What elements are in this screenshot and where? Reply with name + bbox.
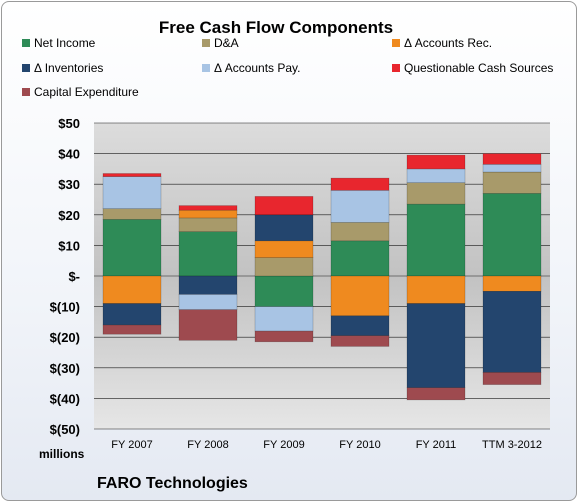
- bar-net-income-fy-2009: [254, 275, 314, 307]
- bar-accounts-rec-fy-2008: [178, 209, 238, 219]
- y-tick-label: $(30): [50, 361, 80, 376]
- legend-label: Capital Expenditure: [34, 85, 139, 99]
- legend-item-accounts-rec: Δ Accounts Rec.: [392, 36, 492, 50]
- y-tick-label: $(20): [50, 330, 80, 345]
- bar-inventories-fy-2009: [254, 214, 314, 242]
- legend-item-accounts-pay: Δ Accounts Pay.: [202, 61, 301, 75]
- legend-swatch: [22, 39, 30, 47]
- legend-item-questionable-cash-sources: Questionable Cash Sources: [392, 61, 553, 75]
- y-tick-label: $50: [58, 116, 80, 131]
- bar-d-a-fy-2010: [330, 222, 390, 242]
- y-tick-label: $10: [58, 238, 80, 253]
- chart-legend: Net Income D&A Δ Accounts Rec. Δ Inventorie…: [22, 36, 553, 99]
- bar-inventories-fy-2007: [102, 303, 162, 326]
- x-tick-label: FY 2008: [187, 439, 228, 451]
- bar-accounts-pay-fy-2010: [330, 190, 390, 223]
- bar-net-income-fy-2011: [406, 203, 466, 277]
- bar-inventories-fy-2011: [406, 303, 466, 388]
- bar-inventories-fy-2008: [178, 275, 238, 295]
- legend-label: Questionable Cash Sources: [404, 61, 553, 75]
- x-tick-label: FY 2011: [416, 439, 457, 451]
- legend-label: Δ Inventories: [34, 61, 103, 75]
- legend-item-capital-expenditure: Capital Expenditure: [22, 85, 139, 99]
- bar-d-a-fy-2009: [254, 257, 314, 277]
- y-tick-label: $-: [68, 269, 80, 284]
- y-tick-label: $40: [58, 147, 80, 162]
- bar-net-income-ttm-3-2012: [482, 193, 542, 277]
- legend-label: Δ Accounts Rec.: [404, 36, 492, 50]
- y-tick-label: $(40): [50, 391, 80, 406]
- chart-title: Free Cash Flow Components: [159, 18, 393, 37]
- bar-capital-expenditure-fy-2010: [330, 335, 390, 347]
- y-tick-label: $20: [58, 208, 80, 223]
- legend-label: D&A: [214, 36, 239, 50]
- bar-d-a-fy-2007: [102, 208, 162, 220]
- x-axis-ticks: FY 2007 FY 2008 FY 2009 FY 2010 FY 2011 TTM 3…: [111, 439, 542, 451]
- bar-capital-expenditure-fy-2008: [178, 309, 238, 341]
- legend-swatch: [392, 64, 400, 72]
- legend-swatch: [22, 88, 30, 96]
- y-axis-ticks: $50 $40 $30 $20 $10 $- $(10) $(20) $(30) $(40) $(5…: [50, 116, 80, 437]
- x-tick-label: FY 2010: [339, 439, 380, 451]
- bar-capital-expenditure-ttm-3-2012: [482, 372, 542, 385]
- bar-accounts-rec-fy-2011: [406, 275, 466, 304]
- bar-accounts-rec-fy-2007: [102, 275, 162, 304]
- legend-swatch: [202, 64, 210, 72]
- gridlines: [94, 122, 550, 430]
- x-tick-label: TTM 3-2012: [482, 439, 542, 451]
- bars: [102, 153, 542, 401]
- bar-net-income-fy-2007: [102, 219, 162, 277]
- bar-accounts-pay-fy-2008: [178, 294, 238, 310]
- bar-questionable-cash-sources-fy-2011: [406, 154, 466, 170]
- legend-label: Net Income: [34, 36, 96, 50]
- bar-capital-expenditure-fy-2009: [254, 330, 314, 343]
- x-tick-label: FY 2009: [263, 439, 304, 451]
- bar-questionable-cash-sources-ttm-3-2012: [482, 153, 542, 165]
- bar-accounts-pay-fy-2009: [254, 306, 314, 332]
- bar-accounts-rec-ttm-3-2012: [482, 275, 542, 292]
- bar-questionable-cash-sources-fy-2010: [330, 177, 390, 191]
- bar-capital-expenditure-fy-2007: [102, 324, 162, 335]
- legend-swatch: [22, 64, 30, 72]
- y-tick-label: $(10): [50, 300, 80, 315]
- bar-inventories-fy-2010: [330, 315, 390, 336]
- company-name: FARO Technologies: [97, 475, 248, 492]
- bar-questionable-cash-sources-fy-2008: [178, 205, 238, 211]
- y-tick-label: $30: [58, 177, 80, 192]
- legend-item-inventories: Δ Inventories: [22, 61, 103, 75]
- legend-item-net-income: Net Income: [22, 36, 96, 50]
- bar-questionable-cash-sources-fy-2007: [102, 173, 162, 177]
- legend-label: Δ Accounts Pay.: [214, 61, 301, 75]
- bar-net-income-fy-2008: [178, 231, 238, 277]
- bar-capital-expenditure-fy-2011: [406, 387, 466, 401]
- legend-item-d-a: D&A: [202, 36, 239, 50]
- bar-accounts-pay-ttm-3-2012: [482, 164, 542, 173]
- legend-swatch: [202, 39, 210, 47]
- bar-d-a-ttm-3-2012: [482, 171, 542, 194]
- bar-d-a-fy-2008: [178, 217, 238, 232]
- bar-questionable-cash-sources-fy-2009: [254, 196, 314, 216]
- legend-swatch: [392, 39, 400, 47]
- y-tick-label: $(50): [50, 422, 80, 437]
- bar-accounts-pay-fy-2007: [102, 176, 162, 210]
- y-unit-label: millions: [39, 447, 85, 461]
- x-tick-label: FY 2007: [111, 439, 152, 451]
- bar-accounts-rec-fy-2009: [254, 240, 314, 258]
- bar-inventories-ttm-3-2012: [482, 290, 542, 373]
- bar-net-income-fy-2010: [330, 240, 390, 277]
- bar-d-a-fy-2011: [406, 182, 466, 205]
- bar-accounts-pay-fy-2011: [406, 168, 466, 183]
- bar-accounts-rec-fy-2010: [330, 275, 390, 317]
